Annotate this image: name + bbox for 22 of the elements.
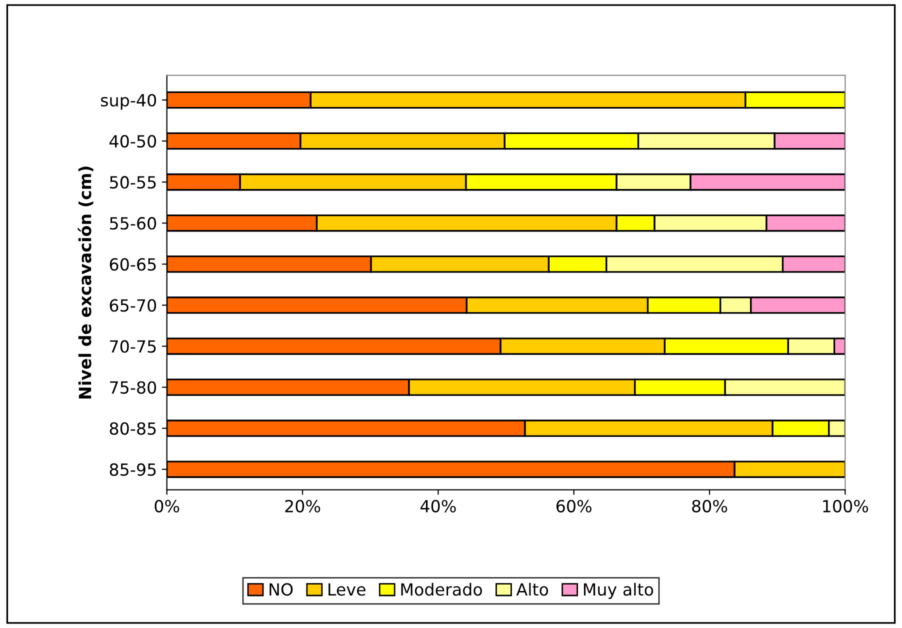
y-tick-label: 60-65 <box>110 258 156 271</box>
y-tick-label: 55-60 <box>110 217 156 230</box>
y-tick-label: 40-50 <box>110 134 156 148</box>
x-tick-label: 100% <box>823 500 868 512</box>
y-tick-label: sup-40 <box>101 94 156 110</box>
y-tick-label: 80-85 <box>110 422 156 435</box>
y-axis-title: Nivel de excavación (cm) <box>78 166 94 399</box>
y-tick-label: 75-80 <box>110 381 156 394</box>
legend-label: Leve <box>328 583 366 596</box>
y-tick-label: 50-55 <box>110 176 156 189</box>
x-tick-label: 60% <box>556 500 592 512</box>
legend-label: Alto <box>516 582 548 596</box>
x-tick-label: 80% <box>692 500 728 512</box>
legend-label: Muy alto <box>584 582 654 599</box>
y-tick-label: 70-75 <box>110 340 156 353</box>
x-tick-label: 20% <box>285 500 320 512</box>
x-tick-label: 0% <box>154 500 180 512</box>
x-tick-label: 40% <box>420 500 456 512</box>
y-tick-label: 85-95 <box>110 463 156 476</box>
y-tick-label: 65-70 <box>110 299 156 312</box>
legend-label: NO <box>270 583 293 596</box>
legend-label: Moderado <box>401 582 482 596</box>
